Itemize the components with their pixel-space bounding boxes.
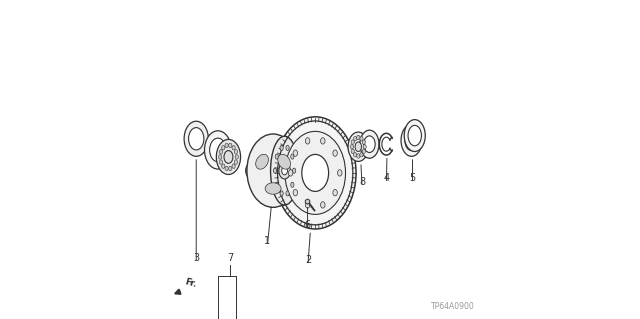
Ellipse shape xyxy=(210,138,226,162)
Ellipse shape xyxy=(293,189,298,196)
Ellipse shape xyxy=(184,121,209,156)
Ellipse shape xyxy=(275,117,356,229)
Ellipse shape xyxy=(280,145,284,151)
Ellipse shape xyxy=(220,150,223,154)
Text: 2: 2 xyxy=(305,256,311,265)
Ellipse shape xyxy=(278,154,291,169)
Ellipse shape xyxy=(291,182,294,187)
Text: 4: 4 xyxy=(383,174,389,183)
Ellipse shape xyxy=(247,134,300,207)
Ellipse shape xyxy=(234,160,237,164)
Ellipse shape xyxy=(228,166,232,171)
Ellipse shape xyxy=(333,150,337,156)
Ellipse shape xyxy=(291,154,294,159)
Ellipse shape xyxy=(279,162,291,179)
Ellipse shape xyxy=(405,130,419,151)
Text: TP64A0900: TP64A0900 xyxy=(431,302,475,311)
Text: 3: 3 xyxy=(193,253,199,263)
Ellipse shape xyxy=(351,149,355,153)
Ellipse shape xyxy=(225,143,228,148)
Ellipse shape xyxy=(289,170,293,176)
Ellipse shape xyxy=(218,155,221,159)
Ellipse shape xyxy=(232,145,236,150)
Ellipse shape xyxy=(353,137,356,141)
Ellipse shape xyxy=(348,132,369,161)
Ellipse shape xyxy=(355,142,362,152)
Ellipse shape xyxy=(305,138,310,144)
Ellipse shape xyxy=(356,135,360,140)
Text: 7: 7 xyxy=(227,253,233,263)
Ellipse shape xyxy=(189,128,204,150)
Ellipse shape xyxy=(234,150,237,154)
Ellipse shape xyxy=(256,154,268,169)
Ellipse shape xyxy=(265,183,281,194)
Polygon shape xyxy=(305,199,310,204)
Ellipse shape xyxy=(286,145,289,151)
Ellipse shape xyxy=(305,202,310,208)
Ellipse shape xyxy=(224,151,233,163)
Ellipse shape xyxy=(360,137,363,141)
Ellipse shape xyxy=(333,189,337,196)
Ellipse shape xyxy=(292,168,296,173)
Ellipse shape xyxy=(353,152,356,157)
Ellipse shape xyxy=(286,191,289,196)
Text: 5: 5 xyxy=(410,174,415,183)
Ellipse shape xyxy=(232,164,236,168)
Ellipse shape xyxy=(350,145,353,149)
Ellipse shape xyxy=(271,136,299,205)
Ellipse shape xyxy=(362,140,365,144)
Text: Fr.: Fr. xyxy=(184,278,198,289)
Ellipse shape xyxy=(225,166,228,171)
Ellipse shape xyxy=(356,154,360,158)
Ellipse shape xyxy=(246,163,257,178)
Ellipse shape xyxy=(404,120,425,152)
Ellipse shape xyxy=(216,139,241,174)
Ellipse shape xyxy=(363,145,366,149)
Text: 8: 8 xyxy=(359,177,365,187)
Ellipse shape xyxy=(360,152,363,157)
Ellipse shape xyxy=(351,140,355,144)
Ellipse shape xyxy=(293,150,298,156)
Ellipse shape xyxy=(282,167,287,175)
Ellipse shape xyxy=(408,125,422,146)
Ellipse shape xyxy=(302,154,328,191)
Ellipse shape xyxy=(248,167,254,174)
Ellipse shape xyxy=(221,164,225,168)
Ellipse shape xyxy=(321,202,325,208)
Ellipse shape xyxy=(360,130,379,158)
Ellipse shape xyxy=(321,138,325,144)
Ellipse shape xyxy=(280,191,284,196)
Ellipse shape xyxy=(285,131,346,214)
Ellipse shape xyxy=(364,136,375,152)
Ellipse shape xyxy=(401,124,422,156)
Ellipse shape xyxy=(273,168,276,173)
Ellipse shape xyxy=(275,182,278,187)
Ellipse shape xyxy=(221,145,225,150)
Ellipse shape xyxy=(275,154,278,159)
Ellipse shape xyxy=(362,149,365,153)
Ellipse shape xyxy=(337,170,342,176)
Ellipse shape xyxy=(205,131,231,169)
Ellipse shape xyxy=(220,160,223,164)
Ellipse shape xyxy=(228,143,232,148)
Ellipse shape xyxy=(235,155,238,159)
Text: 6: 6 xyxy=(305,220,310,230)
Text: 1: 1 xyxy=(264,236,271,246)
